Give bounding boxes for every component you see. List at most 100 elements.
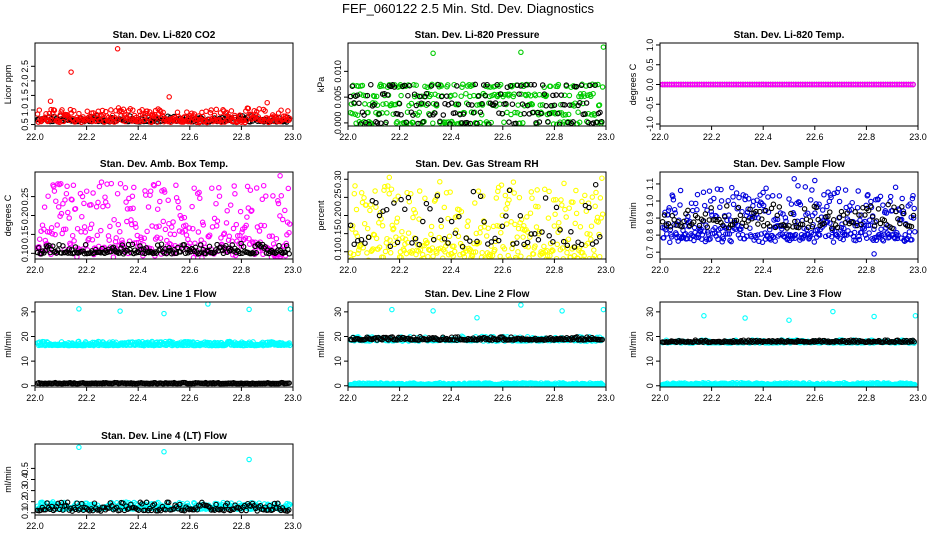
data-point bbox=[263, 193, 269, 199]
data-point bbox=[96, 183, 103, 190]
x-tick-label: 22.6 bbox=[181, 132, 199, 142]
data-point bbox=[373, 199, 379, 206]
data-point bbox=[520, 234, 526, 240]
y-tick-label: 20 bbox=[333, 331, 343, 341]
data-point bbox=[435, 81, 441, 88]
x-tick-label: 22.6 bbox=[494, 132, 512, 142]
data-point bbox=[448, 218, 455, 225]
data-point bbox=[758, 231, 765, 237]
data-point bbox=[98, 227, 104, 234]
panel-title: Stan. Dev. Sample Flow bbox=[733, 159, 845, 170]
data-point bbox=[286, 380, 292, 386]
plot-frame bbox=[659, 171, 919, 260]
data-point bbox=[47, 249, 53, 256]
data-point bbox=[361, 195, 367, 201]
data-point bbox=[536, 228, 543, 235]
data-point bbox=[89, 237, 96, 243]
y-tick-label: 30 bbox=[20, 307, 30, 317]
data-point bbox=[559, 245, 566, 251]
data-point bbox=[232, 114, 239, 121]
data-point bbox=[185, 250, 191, 256]
data-point bbox=[496, 223, 503, 229]
data-point bbox=[670, 193, 676, 200]
data-point bbox=[81, 224, 88, 230]
data-point bbox=[722, 214, 728, 220]
data-point bbox=[537, 102, 543, 108]
x-tick-label: 22.6 bbox=[806, 265, 824, 275]
data-point bbox=[475, 93, 482, 99]
data-point bbox=[383, 119, 389, 126]
data-point bbox=[242, 235, 249, 241]
data-point bbox=[516, 91, 522, 97]
data-point bbox=[558, 197, 564, 203]
data-point bbox=[350, 223, 356, 229]
data-point bbox=[165, 248, 171, 254]
data-point bbox=[530, 251, 537, 257]
data-point bbox=[156, 223, 162, 229]
data-point bbox=[563, 214, 569, 220]
data-point bbox=[561, 102, 568, 108]
x-tick-label: 22.0 bbox=[339, 265, 357, 275]
data-point bbox=[463, 235, 469, 241]
data-point bbox=[129, 241, 136, 248]
data-point bbox=[510, 179, 517, 185]
data-point bbox=[474, 315, 480, 321]
data-point bbox=[463, 248, 469, 254]
data-point bbox=[873, 237, 880, 244]
data-point bbox=[488, 239, 495, 245]
data-point bbox=[901, 210, 907, 217]
data-point bbox=[176, 228, 183, 234]
data-point bbox=[384, 235, 390, 242]
data-point bbox=[868, 198, 874, 205]
data-point bbox=[259, 196, 266, 203]
data-point bbox=[91, 249, 98, 256]
x-tick-label: 22.2 bbox=[703, 393, 721, 403]
data-point bbox=[214, 218, 221, 224]
data-point bbox=[379, 254, 385, 259]
y-tick-label: 2.0 bbox=[20, 75, 30, 88]
data-point bbox=[745, 206, 751, 212]
data-point bbox=[380, 101, 386, 107]
data-point bbox=[413, 102, 420, 109]
data-point bbox=[490, 223, 497, 230]
data-point bbox=[79, 213, 85, 220]
data-point bbox=[66, 215, 72, 221]
data-point bbox=[593, 239, 599, 245]
data-point bbox=[511, 190, 517, 196]
data-point bbox=[560, 112, 566, 118]
x-tick-label: 22.0 bbox=[339, 132, 357, 142]
data-point bbox=[173, 182, 179, 189]
data-point bbox=[45, 193, 51, 199]
data-point bbox=[277, 213, 283, 219]
data-point bbox=[912, 229, 918, 235]
data-point bbox=[880, 202, 886, 208]
data-point bbox=[829, 225, 835, 231]
data-point bbox=[209, 185, 215, 191]
data-point bbox=[88, 221, 95, 227]
data-point bbox=[376, 244, 383, 250]
y-tick-label: 10 bbox=[333, 356, 343, 366]
data-point bbox=[286, 251, 292, 257]
data-point bbox=[63, 190, 70, 197]
plot-frame bbox=[659, 301, 919, 388]
y-tick-label: 20 bbox=[20, 331, 30, 341]
data-point bbox=[287, 306, 293, 312]
y-tick-label: 0.25 bbox=[333, 189, 343, 207]
data-point bbox=[816, 201, 822, 207]
data-point bbox=[232, 191, 238, 197]
data-point bbox=[208, 107, 214, 113]
data-point bbox=[883, 210, 890, 216]
data-point bbox=[497, 91, 504, 97]
data-point bbox=[729, 184, 735, 191]
data-point bbox=[123, 199, 129, 205]
data-point bbox=[517, 336, 523, 342]
data-point bbox=[514, 234, 520, 240]
data-point bbox=[494, 82, 500, 88]
data-point bbox=[867, 203, 874, 209]
y-tick-label: 0.15 bbox=[20, 226, 30, 244]
data-point bbox=[507, 82, 514, 89]
data-point bbox=[694, 191, 701, 198]
y-tick-label: 1.0 bbox=[645, 39, 655, 52]
